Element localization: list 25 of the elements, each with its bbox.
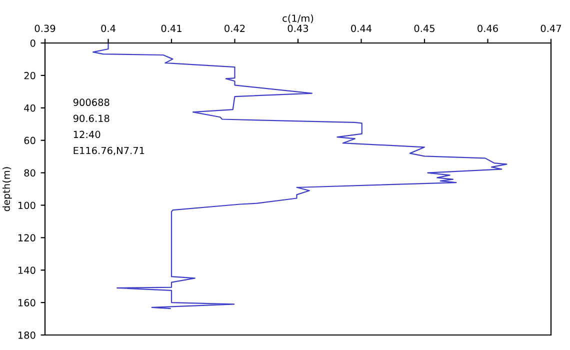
y-tick-label: 60 — [24, 136, 36, 144]
x-tick-label: 0.42 — [224, 24, 245, 32]
y-tick-label: 80 — [24, 169, 36, 177]
x-tick-label: 0.43 — [288, 24, 308, 32]
x-tick-label: 0.47 — [540, 24, 561, 32]
x-tick-label: 0.41 — [161, 24, 182, 32]
y-tick-label: 0 — [30, 39, 36, 47]
annotation: 12:40 — [74, 130, 100, 138]
y-tick-label: 40 — [24, 104, 36, 112]
x-tick-label: 0.45 — [414, 24, 434, 32]
annotation: E116.76,N7.71 — [74, 146, 144, 156]
x-tick-label: 0.46 — [478, 24, 498, 32]
x-tick-label: 0.44 — [351, 24, 372, 32]
y-tick-label: 140 — [18, 266, 36, 274]
y-tick-label: 180 — [18, 331, 36, 339]
y-tick-label: 160 — [18, 299, 36, 306]
x-tick-label: 0.4 — [101, 24, 116, 32]
x-tick-label: 0.39 — [34, 24, 56, 32]
x-axis-title: c(1/m) — [282, 14, 314, 24]
y-tick-label: 100 — [18, 202, 36, 210]
annotation: 900688 — [73, 98, 110, 106]
y-tick-label: 20 — [24, 72, 36, 80]
y-axis-title: depth(m) — [2, 167, 12, 212]
y-tick-label: 120 — [18, 234, 36, 242]
annotation: 90.6.18 — [73, 114, 110, 122]
